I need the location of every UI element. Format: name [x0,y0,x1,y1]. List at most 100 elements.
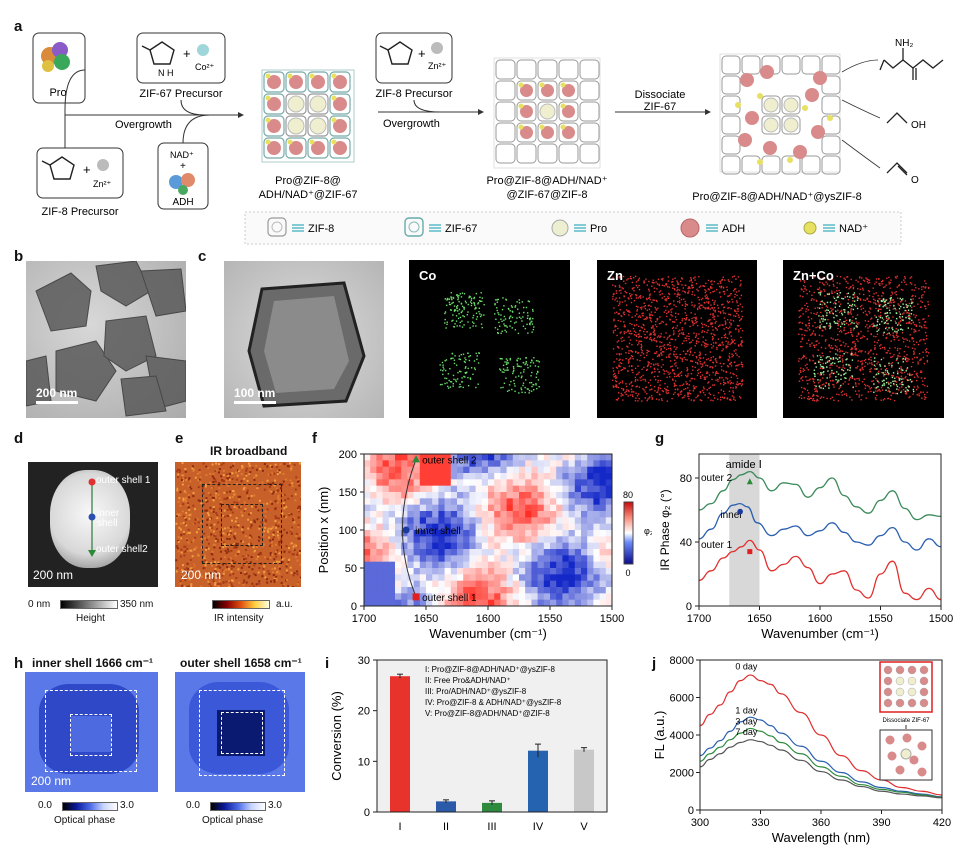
eds-dot [877,372,879,374]
eds-dot [817,349,819,351]
ir-pixel [277,570,280,573]
eds-dot [663,373,665,375]
mof-cell [516,101,537,122]
nad-dot [331,73,337,79]
eds-dot [458,313,460,315]
eds-dot [717,315,719,317]
ir-pixel [283,550,286,553]
eds-dot [740,397,742,399]
eds-dot [704,346,707,348]
heatmap-cell [506,504,514,512]
ir-pixel [204,509,207,512]
eds-dot [533,389,535,391]
ir-pixel [253,476,256,479]
ir-pixel [235,507,238,510]
eds-dot [803,354,805,357]
eds-dot [503,371,505,373]
ir-pixel [214,480,217,483]
eds-dot [476,358,478,361]
eds-dot [832,372,834,375]
eds-dot [675,362,677,364]
mof-cell [781,95,801,115]
nad-dot [287,73,293,79]
eds-dot [808,319,810,322]
eds-dot [514,385,516,387]
eds-dot [525,362,527,364]
ir-pixel [203,532,206,535]
heatmap-cell [450,555,458,563]
eds-dot [668,286,671,288]
eds-dot [675,375,678,378]
heatmap-cell [382,530,390,537]
eds-dot [719,362,721,365]
eds-dot [612,370,615,372]
heatmap-cell [438,580,446,588]
ir-pixel [271,544,274,547]
eds-dot [725,377,727,379]
ir-pixel [222,474,225,477]
tem-image-c: 100 nm [224,261,384,418]
heatmap-cell [407,549,415,556]
eds-dot [861,394,863,396]
ir-pixel [272,561,275,564]
eds-dot [843,327,846,329]
eds-dot [808,379,810,381]
ir-pixel [220,501,223,504]
eds-dot [836,365,838,367]
heatmap-cell [500,530,508,537]
eds-dot [685,318,688,320]
ir-pixel [193,565,196,568]
eds-dot [819,367,822,370]
eds-dot [622,287,624,290]
eds-dot [691,377,694,380]
eds-dot [666,298,668,300]
eds-dot [646,317,648,319]
heatmap-cell [426,498,433,506]
heatmap-cell [413,479,421,487]
eds-dot [835,353,837,355]
eds-dot [618,365,620,368]
eds-dot [477,303,479,305]
eds-dot [628,298,630,300]
heatmap-cell [494,536,501,544]
eds-dot [637,400,639,402]
ir-pixel [235,542,238,545]
mof-cell [263,71,285,93]
eds-dot [678,375,680,378]
heatmap-cell [512,473,520,480]
eds-dot [672,326,675,329]
eds-dot [710,366,712,368]
eds-dot [902,383,904,386]
eds-dot [841,390,844,392]
heatmap-cell [481,587,489,594]
eds-dot [456,294,458,296]
eds-dot [894,292,896,294]
eds-dot [799,370,802,372]
ir-pixel [267,473,270,476]
eds-dot [721,396,724,398]
eds-dot [657,278,660,280]
eds-dot [620,292,622,294]
eds-dot [733,339,736,341]
eds-dot [890,382,892,384]
heatmap-cell [481,517,489,525]
eds-dot [702,306,704,308]
heatmap-cell [494,568,501,575]
ir-pixel [242,564,245,567]
eds-dot [812,398,815,400]
eds-dot [689,341,691,344]
eds-dot [703,331,706,333]
eds-dot [907,390,909,393]
heatmap-cell [463,466,470,474]
heatmap-cell [382,574,390,582]
eds-dot [884,348,886,350]
eds-dot [670,311,673,313]
heatmap-cell [500,523,508,531]
eds-dot [912,337,914,340]
ir-pixel [227,484,230,487]
ir-pixel [253,564,256,567]
ir-pixel [271,492,274,495]
ir-pixel [220,557,223,560]
eds-dot [523,369,525,371]
eds-dot [663,370,666,372]
